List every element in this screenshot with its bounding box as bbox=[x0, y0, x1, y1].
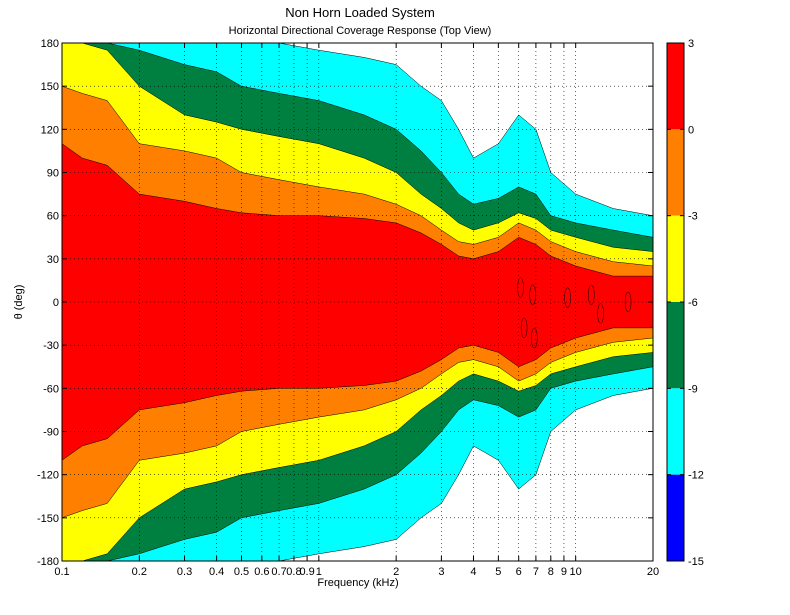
peak-region bbox=[597, 303, 604, 324]
y-tick-label: -60 bbox=[43, 383, 59, 395]
colorbar-segment bbox=[667, 43, 684, 130]
x-tick-label: 7 bbox=[533, 566, 539, 578]
colorbar-segment bbox=[667, 388, 684, 475]
x-tick-label: 0.4 bbox=[209, 566, 224, 578]
x-tick-label: 3 bbox=[438, 566, 444, 578]
grid-lines bbox=[62, 43, 653, 561]
y-axis: 180 150 120 90 60 30 0 -30 -60 -90 -120 -150 -180 bbox=[37, 38, 653, 568]
x-tick-label: 0.3 bbox=[177, 566, 192, 578]
x-tick-label: 0.2 bbox=[132, 566, 147, 578]
y-tick-label: 120 bbox=[41, 124, 59, 136]
y-tick-label: 60 bbox=[47, 211, 59, 223]
x-tick-label: 9 bbox=[561, 566, 567, 578]
x-tick-label: 0.7 bbox=[271, 566, 286, 578]
colorbar-tick-label: 0 bbox=[688, 124, 694, 136]
x-axis-label: Frequency (kHz) bbox=[317, 577, 398, 589]
colorbar-tick-label: -12 bbox=[688, 470, 704, 482]
y-tick-label: -180 bbox=[37, 556, 59, 568]
colorbar-tick-label: -15 bbox=[688, 556, 704, 568]
peak-region bbox=[588, 284, 595, 306]
y-tick-label: -150 bbox=[37, 513, 59, 525]
colorbar-segment bbox=[667, 129, 684, 216]
colorbar-segment bbox=[667, 215, 684, 302]
x-tick-label: 8 bbox=[548, 566, 554, 578]
peak-region bbox=[529, 284, 536, 306]
x-tick-label: 10 bbox=[570, 566, 582, 578]
x-tick-label: 4 bbox=[470, 566, 476, 578]
colorbar-tick-label: -9 bbox=[688, 383, 698, 395]
chart-title: Non Horn Loaded System bbox=[285, 5, 435, 20]
y-axis-label: θ (deg) bbox=[13, 285, 25, 320]
colorbar-segment bbox=[667, 302, 684, 389]
peak-region bbox=[520, 317, 528, 339]
x-tick-label: 0.9 bbox=[299, 566, 314, 578]
x-tick-label: 1 bbox=[316, 566, 322, 578]
y-tick-label: -30 bbox=[43, 340, 59, 352]
x-tick-label: 0.8 bbox=[286, 566, 301, 578]
x-tick-label: 6 bbox=[516, 566, 522, 578]
x-axis: 0.1 0.2 0.3 0.4 0.5 0.6 0.7 0.80.9 1 2 3 4 5 6 7 8 9 10 20 bbox=[54, 43, 659, 578]
peak-region bbox=[564, 287, 571, 308]
y-tick-label: 150 bbox=[41, 81, 59, 93]
y-tick-label: -90 bbox=[43, 427, 59, 439]
peak-regions bbox=[517, 277, 632, 349]
x-tick-label: 0.1 bbox=[54, 566, 69, 578]
colorbar-segment bbox=[667, 474, 684, 561]
plot-area bbox=[62, 43, 653, 561]
colorbar: 3 0 -3 -6 -9 -12 -15 bbox=[666, 38, 704, 568]
y-tick-label: 180 bbox=[41, 38, 59, 50]
y-tick-label: 0 bbox=[53, 297, 59, 309]
y-tick-label: 30 bbox=[47, 254, 59, 266]
colorbar-tick-label: -6 bbox=[688, 297, 698, 309]
y-tick-label: 90 bbox=[47, 168, 59, 180]
x-tick-label: 5 bbox=[495, 566, 501, 578]
x-tick-label: 0.5 bbox=[234, 566, 249, 578]
y-tick-label: -120 bbox=[37, 470, 59, 482]
contour-bands bbox=[62, 43, 653, 561]
band-0-to-minus3 bbox=[62, 143, 653, 461]
x-tick-label: 20 bbox=[647, 566, 659, 578]
peak-region bbox=[624, 291, 632, 313]
peak-region bbox=[517, 277, 524, 298]
x-tick-label: 0.6 bbox=[254, 566, 269, 578]
x-tick-label: 2 bbox=[393, 566, 399, 578]
colorbar-tick-label: 3 bbox=[688, 38, 694, 50]
colorbar-tick-label: -3 bbox=[688, 211, 698, 223]
chart-subtitle: Horizontal Directional Coverage Response… bbox=[229, 25, 492, 37]
